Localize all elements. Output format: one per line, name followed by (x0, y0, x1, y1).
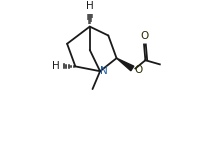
Polygon shape (117, 58, 134, 71)
Text: H: H (52, 61, 60, 71)
Text: O: O (140, 31, 148, 41)
Text: H: H (86, 1, 94, 11)
Text: O: O (135, 65, 143, 75)
Text: N: N (100, 66, 107, 76)
